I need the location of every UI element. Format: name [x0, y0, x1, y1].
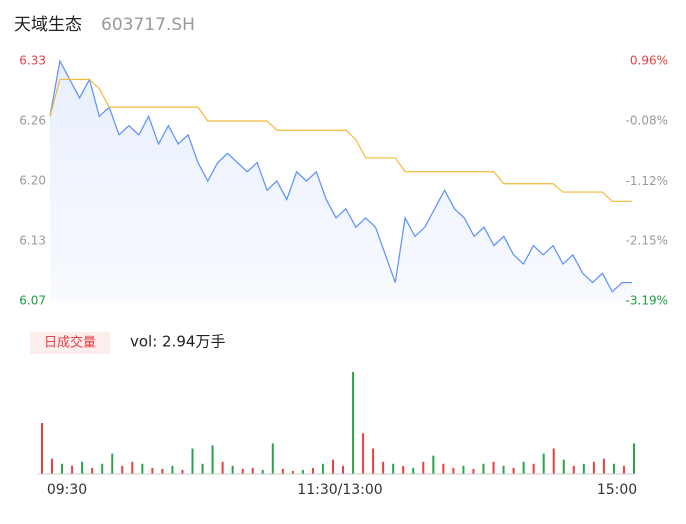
x-tick-label: 09:30 [47, 482, 87, 498]
volume-bar [532, 463, 535, 474]
volume-label: 日成交量 [44, 335, 96, 351]
volume-bar [462, 465, 465, 474]
volume-bar [362, 433, 365, 474]
volume-bar [452, 467, 455, 474]
y2-tick-label: -2.15% [626, 233, 668, 247]
price-area [50, 61, 632, 301]
volume-bar [91, 467, 94, 474]
volume-bar [352, 372, 355, 474]
volume-bar [622, 465, 625, 474]
volume-bar [291, 470, 294, 474]
x-tick-label: 11:30/13:00 [297, 482, 382, 498]
stock-code: 603717.SH [101, 15, 195, 35]
volume-badge [30, 332, 110, 354]
volume-bar [502, 465, 505, 474]
volume-bar [392, 463, 395, 474]
volume-bar [301, 469, 304, 474]
volume-bar [131, 461, 134, 474]
volume-bar [201, 463, 204, 474]
volume-bar [342, 465, 345, 474]
volume-bar [241, 468, 244, 474]
volume-bar [51, 458, 54, 474]
y-tick-label: 6.20 [19, 174, 46, 188]
volume-bar [472, 468, 475, 474]
volume-bar [101, 463, 104, 474]
volume-bar [612, 463, 615, 474]
volume-bar [602, 458, 605, 474]
volume-bar [71, 465, 74, 474]
volume-bar [311, 467, 314, 474]
volume-bar [372, 448, 375, 474]
volume-bar [251, 467, 254, 474]
volume-bar [181, 469, 184, 474]
volume-bar [81, 461, 84, 474]
volume-bar [191, 448, 194, 474]
volume-bar [111, 453, 114, 474]
volume-bar [281, 468, 284, 474]
volume-bar [402, 465, 405, 474]
volume-bar [552, 448, 555, 474]
volume-bar [492, 461, 495, 474]
volume-bar [261, 469, 264, 474]
volume-bar [321, 463, 324, 474]
volume-bar [482, 463, 485, 474]
volume-bar [512, 467, 515, 474]
volume-bar [331, 459, 334, 474]
volume-bar [151, 467, 154, 474]
volume-bar [412, 467, 415, 474]
y2-tick-label: -3.19% [626, 294, 668, 308]
volume-total: vol: 2.94万手 [130, 333, 225, 351]
volume-bar [542, 453, 545, 474]
y-tick-label: 6.26 [19, 114, 46, 128]
volume-bar [171, 465, 174, 474]
volume-bar [562, 459, 565, 474]
y2-tick-label: -1.12% [626, 174, 668, 188]
volume-bar [442, 463, 445, 474]
volume-bar [231, 465, 234, 474]
volume-bar [432, 455, 435, 474]
y2-tick-label: -0.08% [626, 114, 668, 128]
volume-bar [522, 461, 525, 474]
volume-bar [211, 445, 214, 474]
chart-title: 天域生态 [14, 15, 82, 35]
volume-bar [161, 468, 164, 474]
volume-bar [271, 443, 274, 474]
volume-bar [633, 443, 635, 474]
volume-bar [121, 465, 124, 474]
avg-line [49, 78, 632, 202]
volume-bar [141, 463, 144, 474]
volume-bar [61, 463, 64, 474]
volume-bar [592, 461, 595, 474]
y-tick-label: 6.33 [19, 54, 46, 68]
volume-bar [422, 461, 425, 474]
volume-bar [582, 463, 585, 474]
y-tick-label: 6.07 [19, 294, 46, 308]
volume-bar [221, 461, 224, 474]
volume-bar [41, 423, 43, 474]
volume-bar [382, 461, 385, 474]
y-tick-label: 6.13 [19, 234, 46, 248]
volume-bar [572, 465, 575, 474]
y2-tick-label: 0.96% [630, 54, 668, 68]
price-line [49, 59, 632, 293]
x-tick-label: 15:00 [597, 482, 637, 498]
